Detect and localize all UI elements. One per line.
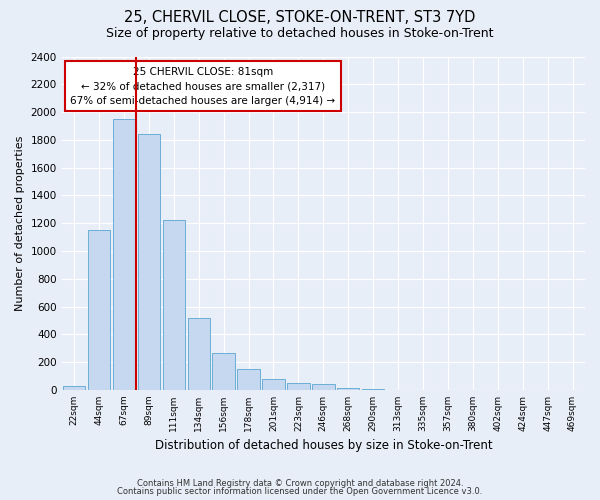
Bar xyxy=(113,119,135,390)
Bar xyxy=(188,318,210,390)
Bar xyxy=(163,220,185,390)
Text: Contains HM Land Registry data © Crown copyright and database right 2024.: Contains HM Land Registry data © Crown c… xyxy=(137,478,463,488)
Text: 25, CHERVIL CLOSE, STOKE-ON-TRENT, ST3 7YD: 25, CHERVIL CLOSE, STOKE-ON-TRENT, ST3 7… xyxy=(124,10,476,25)
Bar xyxy=(212,353,235,390)
X-axis label: Distribution of detached houses by size in Stoke-on-Trent: Distribution of detached houses by size … xyxy=(155,440,492,452)
Text: Contains public sector information licensed under the Open Government Licence v3: Contains public sector information licen… xyxy=(118,487,482,496)
Bar xyxy=(362,389,385,390)
Bar xyxy=(63,386,85,390)
Bar xyxy=(312,384,335,390)
Bar xyxy=(262,379,285,390)
Bar xyxy=(337,388,359,390)
Bar xyxy=(287,383,310,390)
Text: Size of property relative to detached houses in Stoke-on-Trent: Size of property relative to detached ho… xyxy=(106,28,494,40)
Bar xyxy=(88,230,110,390)
Y-axis label: Number of detached properties: Number of detached properties xyxy=(15,136,25,311)
Text: 25 CHERVIL CLOSE: 81sqm
← 32% of detached houses are smaller (2,317)
67% of semi: 25 CHERVIL CLOSE: 81sqm ← 32% of detache… xyxy=(70,66,335,106)
Bar xyxy=(137,134,160,390)
Bar xyxy=(238,369,260,390)
